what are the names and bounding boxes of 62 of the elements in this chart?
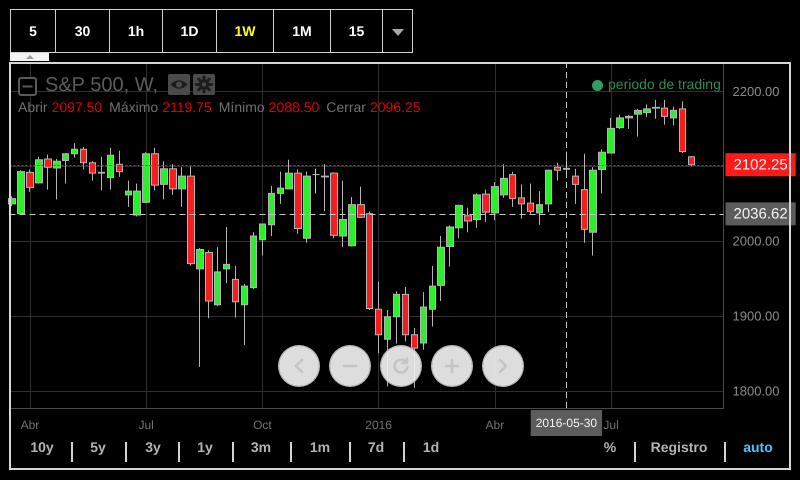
text: 7d [368,439,384,456]
toolbar-button: 1h [109,9,163,53]
candlestick [232,265,239,318]
annotation: 2088.50 [268,99,320,116]
x-tick-label: Abr [486,418,504,432]
text: 3m [250,439,272,456]
x-tick-label: Oct [253,418,272,432]
candlestick [241,283,248,346]
annotation: 2096.25 [370,99,421,116]
annotation: Abrir [18,99,48,116]
toolbar-button: 15 [330,9,383,53]
annotation: Cerrar [326,99,366,116]
annotation: Máximo [109,99,158,116]
candlestick [250,232,257,290]
toolbar-button: 30 [55,9,110,53]
ref-line-label: 2016-05-30 [536,416,598,430]
candlestick [375,281,382,354]
candlestick [670,106,677,126]
text: % [604,439,616,456]
candlestick [107,147,114,190]
text: 5y [90,439,106,456]
text: S&P 500, W, [45,74,158,96]
annotation: 2119.75 [162,99,212,116]
text: Registro [650,439,708,456]
annotation: Mínimo [218,99,265,116]
text: 1d [422,439,440,456]
candlestick [259,224,266,256]
x-tick-label: Jul [603,418,619,432]
ref-line-label: 2036.62 [734,205,788,222]
candlestick [572,168,579,204]
candlestick [679,100,686,154]
text: 3y [145,439,161,456]
text: 10y [30,439,54,456]
x-tick-label: 2016 [365,418,392,432]
candlestick [223,226,230,284]
ref-line-label: 2102.25 [734,156,788,174]
y-tick-label: 2200.00 [732,84,780,100]
candlestick [420,292,427,350]
candlestick [312,168,320,194]
annotation: periodo de trading [608,76,721,93]
text: 1y [197,439,213,456]
candlestick [71,142,78,158]
toolbar-button: 1W [216,9,274,53]
annotation: 2097.50 [52,99,102,116]
y-tick-label: 2000.00 [732,234,780,249]
y-tick-label: 1800.00 [732,383,780,398]
candlestick [98,156,105,191]
candlestick [545,168,552,213]
text: 1m [310,439,330,456]
candlestick [527,183,534,214]
candlestick [393,290,400,344]
toolbar-button: 5 [10,9,56,53]
toolbar-button: 1D [162,9,217,53]
candlestick [518,184,525,220]
candlestick [536,190,543,226]
y-tick-label: 1900.00 [732,308,780,324]
toolbar-button: 1M [273,9,331,53]
text: auto [743,439,773,456]
candlestick [268,185,275,236]
x-tick-label: Abr [20,418,40,432]
x-tick-label: Jul [138,418,154,432]
candlestick [402,286,409,342]
